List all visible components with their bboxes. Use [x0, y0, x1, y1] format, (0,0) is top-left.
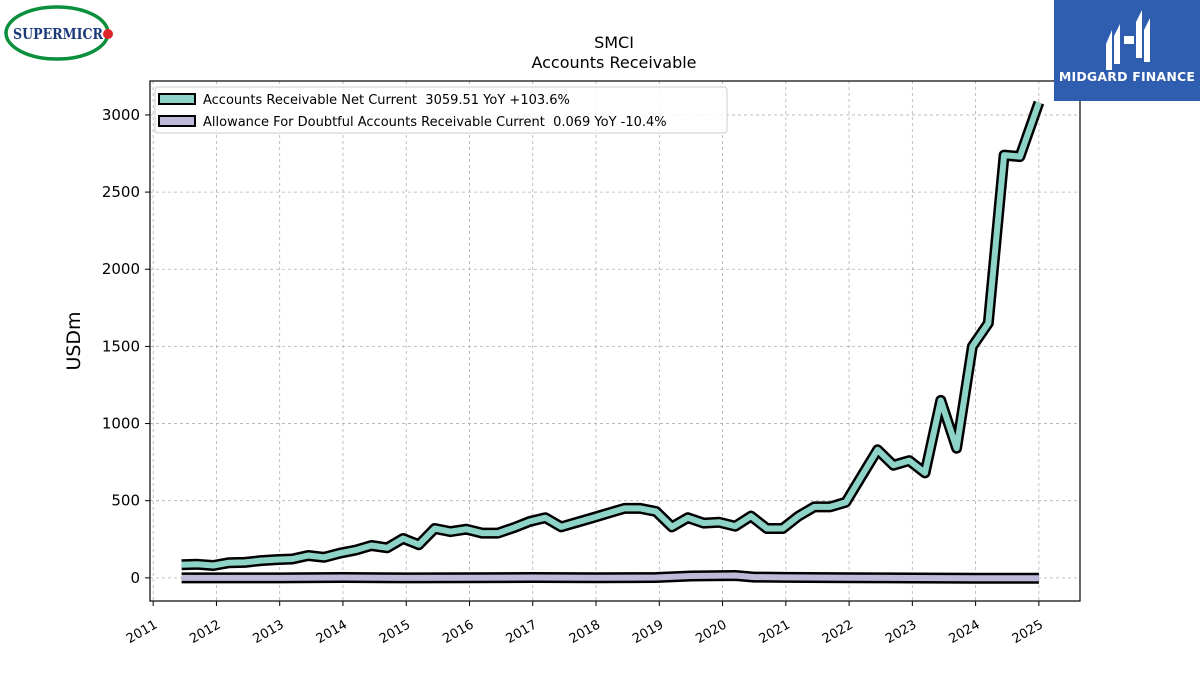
chart-subtitle: Accounts Receivable	[531, 53, 696, 72]
x-tick-label: 2025	[1010, 617, 1046, 647]
x-tick-label: 2011	[124, 617, 160, 647]
y-tick-label: 3000	[102, 106, 140, 124]
x-tick-label: 2022	[820, 617, 856, 647]
logo-wordmark: SUPERMICR	[13, 25, 103, 43]
y-tick-label: 2000	[102, 260, 140, 278]
legend-swatch-1	[158, 93, 196, 105]
legend-label-2: Allowance For Doubtful Accounts Receivab…	[203, 115, 667, 130]
x-tick-label: 2015	[377, 617, 413, 647]
x-tick-label: 2013	[251, 617, 287, 647]
x-tick-label: 2014	[314, 617, 350, 647]
series-2-line	[181, 572, 1039, 582]
x-tick-label: 2019	[630, 617, 666, 647]
chart-title: SMCI	[594, 33, 634, 52]
supermicro-logo: SUPERMICR	[4, 4, 116, 62]
legend: Accounts Receivable Net Current 3059.51 …	[154, 86, 728, 134]
y-tick-label: 2500	[102, 183, 140, 201]
y-axis-label: USDm	[63, 311, 85, 370]
x-axis-ticks: 2011 2012 2013 2014 2015 2016 2017 2018 2019 2020…	[124, 601, 1046, 647]
series-1-outline	[181, 100, 1045, 571]
x-tick-label: 2023	[883, 617, 919, 647]
y-tick-label: 0	[130, 569, 140, 587]
legend-box	[154, 86, 728, 134]
y-tick-label: 500	[111, 492, 140, 510]
midgard-brand-text: MIDGARD FINANCE	[1058, 69, 1196, 84]
x-tick-label: 2021	[757, 617, 793, 647]
grid-lines	[150, 81, 1080, 601]
y-tick-label: 1500	[102, 337, 140, 355]
x-tick-label: 2018	[567, 617, 603, 647]
logo-red-dot	[103, 29, 113, 39]
midgard-emblem-icon	[1106, 10, 1150, 70]
legend-label-1: Accounts Receivable Net Current 3059.51 …	[203, 93, 570, 108]
x-tick-label: 2016	[440, 617, 476, 647]
midgard-finance-logo: MIDGARD FINANCE	[1054, 0, 1200, 101]
series-1-line	[181, 101, 1042, 569]
plot-frame	[149, 80, 1081, 602]
x-tick-label: 2012	[187, 617, 223, 647]
x-tick-label: 2024	[946, 617, 982, 647]
series-layer	[181, 100, 1045, 584]
x-tick-label: 2020	[693, 617, 729, 647]
y-tick-label: 1000	[102, 415, 140, 433]
x-tick-label: 2017	[504, 617, 540, 647]
y-axis-ticks: 0 500 1000 1500 2000 2500 3000	[102, 106, 150, 587]
legend-swatch-2	[158, 115, 196, 127]
